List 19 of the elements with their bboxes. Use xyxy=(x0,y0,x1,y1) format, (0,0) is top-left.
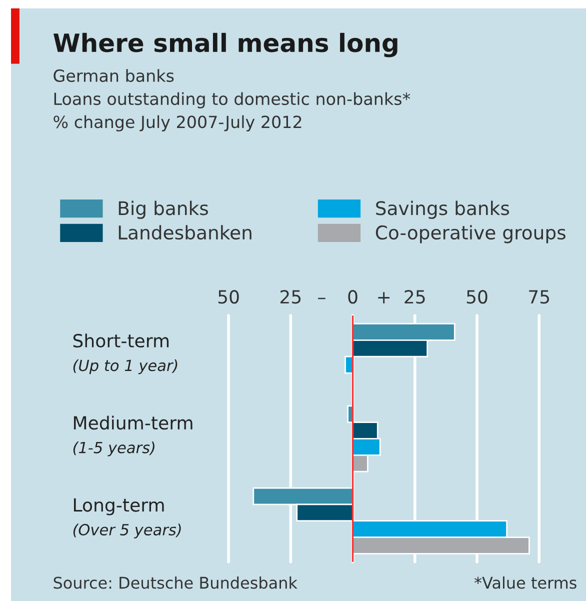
x-tick-label: 75 xyxy=(529,290,550,304)
legend-label: Landesbanken xyxy=(118,225,252,240)
x-tick-label: – xyxy=(318,298,326,300)
y-tick-label: Medium-term (1-5 years) xyxy=(73,416,192,456)
x-tick-label: 50 xyxy=(218,290,239,304)
text: *Value terms xyxy=(474,576,576,589)
x-tick-label: 0 xyxy=(348,290,358,304)
x-tick-label: 25 xyxy=(280,290,301,304)
source-note: Source: Deutsche Bundesbank xyxy=(54,576,298,589)
chart-title: Where small means long xyxy=(53,32,398,58)
chart-subtitle: German banks Loans outstanding to domestic non-banks* % change July 2007-July 2012 xyxy=(54,69,410,132)
legend-label: Savings banks xyxy=(376,200,510,219)
y-tick-label: Short-term (Up to 1 year) xyxy=(73,334,178,374)
x-tick-label: 50 xyxy=(466,290,488,304)
legend-label: Co-operative groups xyxy=(376,225,566,244)
y-tick-label: Long-term (Over 5 years) xyxy=(73,498,181,538)
x-tick-label: 25 xyxy=(404,290,425,304)
legend-label: Big banks xyxy=(118,200,208,219)
x-tick-label: + xyxy=(378,292,390,304)
